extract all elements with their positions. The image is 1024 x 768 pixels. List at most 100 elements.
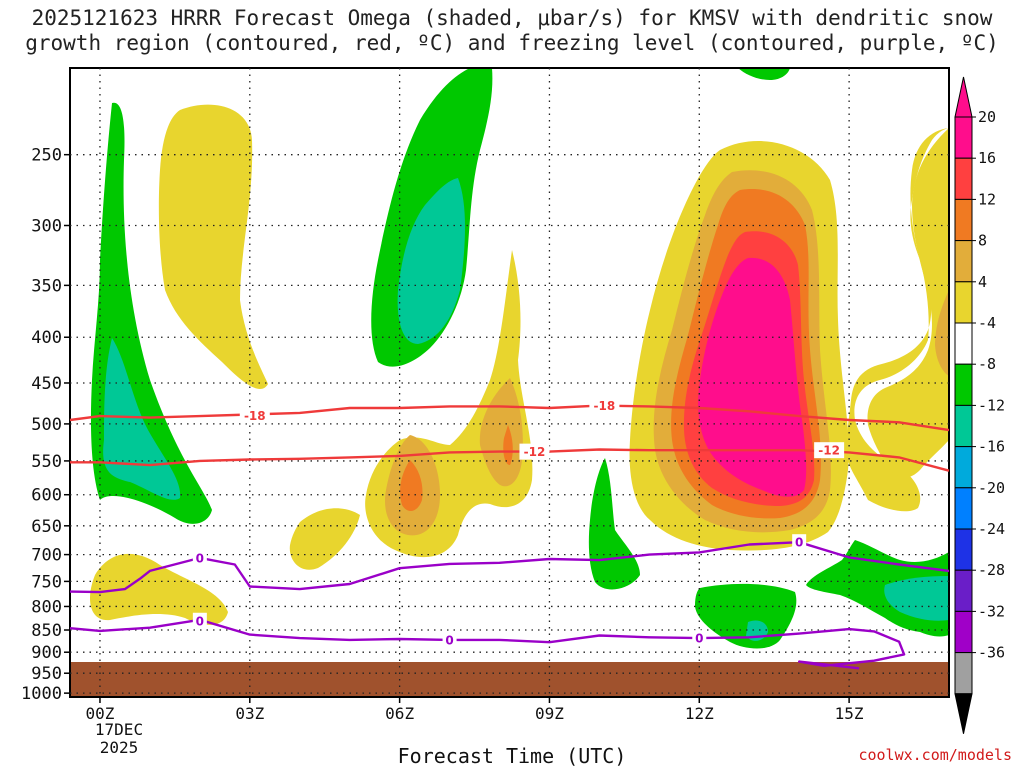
omega-region-teal-right-lower: [884, 576, 949, 621]
chart-title-line-2: growth region (contoured, red, ºC) and f…: [25, 31, 999, 55]
omega-region-teal-upper-middle: [397, 178, 465, 344]
dgz-contour-label-1-0: -12: [524, 445, 546, 459]
y-tick-label-250: 250: [31, 146, 62, 166]
x-tick-label-06Z: 06Z: [385, 704, 414, 723]
chart-title-line-1: 2025121623 HRRR Forecast Omega (shaded, …: [31, 6, 993, 30]
date-label-day: 17DEC: [95, 720, 143, 739]
colorbar-swatch-13: [954, 652, 973, 695]
dgz-contour-line-1: [70, 448, 950, 472]
colorbar-label-7: -12: [978, 396, 1005, 414]
x-tick-label-15Z: 15Z: [835, 704, 864, 723]
freezing-contour-label-1-0: 0: [196, 614, 204, 628]
dgz-contour-label-0-0: -18: [244, 409, 266, 423]
freezing-contour-label-bg-1-1: [442, 631, 457, 648]
colorbar-swatch-11: [954, 569, 973, 612]
colorbar-swatch-0: [954, 116, 973, 159]
freezing-contour-label-bg-0-1: [792, 534, 807, 551]
colorbar-label-1: 16: [978, 149, 996, 167]
y-tick-label-1000: 1000: [21, 684, 62, 704]
dgz-contour-label-1-1: -12: [818, 444, 840, 458]
colorbar-label-6: -8: [978, 355, 996, 373]
x-tick-label-09Z: 09Z: [535, 704, 564, 723]
colorbar-label-5: -4: [978, 314, 996, 332]
y-tick-label-950: 950: [31, 664, 62, 684]
colorbar-swatch-3: [954, 240, 973, 283]
contour-lines: -18 -18 -12 -12 0 0 0 0 0: [69, 397, 950, 670]
ground-below-surface: [70, 662, 949, 697]
y-tick-label-750: 750: [31, 572, 62, 592]
y-tick-label-550: 550: [31, 452, 62, 472]
omega-region-yellow-03z: [289, 508, 360, 570]
omega-region-yellow-lower-left: [90, 553, 228, 625]
colorbar-swatch-8: [954, 446, 973, 489]
colorbar: 20 16 12 8 4 -4 -8 -12 -16 -20 -24 -28 -32 -36: [954, 76, 1005, 734]
colorbar-swatch-10: [954, 528, 973, 571]
freezing-contour-label-0-0: 0: [196, 551, 204, 565]
x-tick-label-12Z: 12Z: [685, 704, 714, 723]
dgz-contour-line-0: [69, 404, 950, 432]
omega-region-yellow-right-edge-fill: [867, 128, 949, 478]
freezing-contour-line-0: [69, 541, 950, 594]
colorbar-swatch-9: [954, 487, 973, 530]
x-axis-title: Forecast Time (UTC): [397, 744, 627, 768]
colorbar-swatch-1: [954, 157, 973, 200]
y-tick-label-300: 300: [31, 216, 62, 236]
omega-region-yellow-left: [158, 104, 268, 389]
omega-region-gold-right-edge: [935, 290, 949, 376]
freezing-contour-label-bg-1-2: [692, 630, 707, 647]
omega-region-magenta-main: [698, 257, 807, 497]
omega-shading-layer: [70, 68, 949, 697]
dgz-contour-label-bg-1-0: [519, 443, 550, 460]
omega-region-orange-middle-b: [503, 425, 513, 465]
y-tick-label-900: 900: [31, 643, 62, 663]
colorbar-swatch-2: [954, 198, 973, 242]
x-axis: 00Z 03Z 06Z 09Z 12Z 15Z: [86, 697, 864, 723]
source-credit: coolwx.com/models: [858, 746, 1012, 764]
y-tick-label-850: 850: [31, 621, 62, 641]
y-tick-label-800: 800: [31, 597, 62, 617]
colorbar-top-arrow: [954, 76, 973, 118]
y-tick-label-700: 700: [31, 546, 62, 566]
colorbar-swatch-5: [954, 322, 973, 365]
freezing-contour-label-1-1: 0: [445, 633, 453, 647]
colorbar-label-3: 8: [978, 232, 987, 250]
chart-title: 2025121623 HRRR Forecast Omega (shaded, …: [0, 6, 1024, 56]
omega-region-teal-left-core: [103, 338, 181, 500]
date-label-year: 2025: [100, 738, 139, 757]
omega-region-green-top-right: [738, 68, 790, 80]
colorbar-label-0: 20: [978, 108, 996, 126]
colorbar-label-13: -36: [978, 644, 1005, 662]
dgz-contour-label-bg-0-1: [589, 397, 620, 414]
y-tick-label-500: 500: [31, 415, 62, 435]
colorbar-swatch-7: [954, 404, 973, 448]
y-tick-label-650: 650: [31, 517, 62, 537]
omega-region-gold-middle-a: [479, 378, 523, 487]
colorbar-label-11: -28: [978, 561, 1005, 579]
dgz-contour-label-bg-0-0: [239, 407, 270, 424]
colorbar-swatch-4: [954, 281, 973, 324]
omega-region-yellow-right-edge: [846, 128, 949, 512]
colorbar-label-12: -32: [978, 602, 1005, 620]
colorbar-swatch-12: [954, 610, 973, 654]
colorbar-label-4: 4: [978, 273, 987, 291]
gridlines: [70, 68, 949, 697]
y-tick-label-350: 350: [31, 276, 62, 296]
dgz-contour-label-0-1: -18: [594, 399, 616, 413]
freezing-contour-label-0-1: 0: [795, 536, 803, 550]
colorbar-label-8: -16: [978, 438, 1005, 456]
freezing-contour-line-1: [69, 618, 906, 670]
freezing-contour-label-bg-0-0: [192, 549, 207, 566]
colorbar-label-2: 12: [978, 190, 996, 208]
y-tick-label-400: 400: [31, 328, 62, 348]
y-tick-label-450: 450: [31, 374, 62, 394]
colorbar-bottom-arrow: [954, 693, 973, 734]
x-tick-label-03Z: 03Z: [235, 704, 264, 723]
dgz-contour-label-bg-1-1: [814, 442, 845, 459]
y-tick-label-600: 600: [31, 486, 62, 506]
freezing-contour-label-1-2: 0: [695, 632, 703, 646]
x-tick-label-00Z: 00Z: [86, 704, 115, 723]
freezing-contour-label-bg-1-0: [192, 612, 207, 629]
colorbar-label-9: -20: [978, 479, 1005, 497]
colorbar-swatch-6: [954, 363, 973, 406]
